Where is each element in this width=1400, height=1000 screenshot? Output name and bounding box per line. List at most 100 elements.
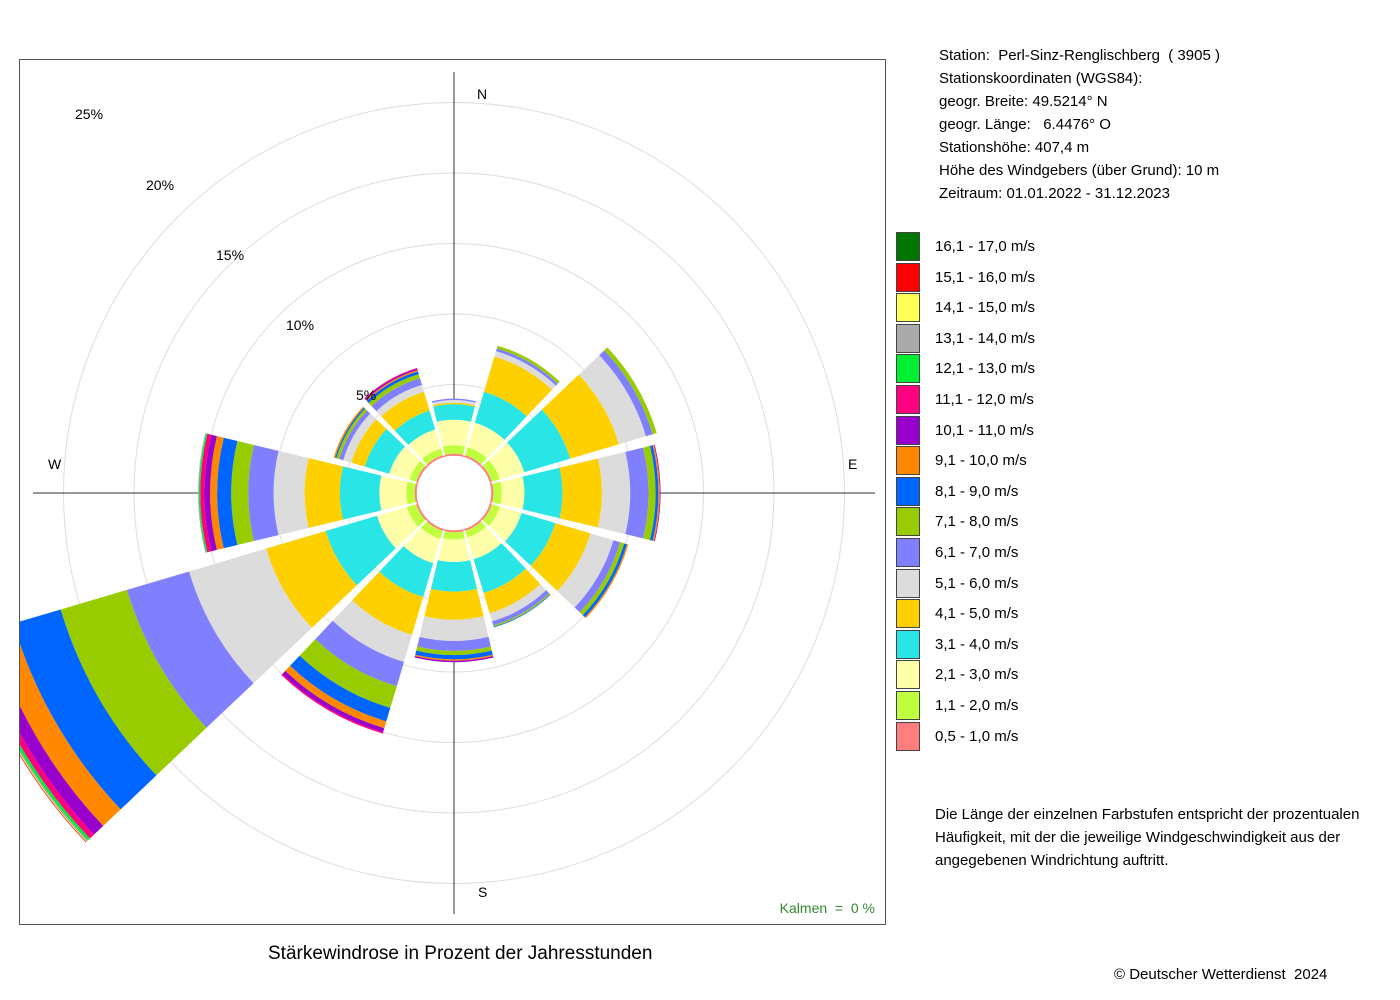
wedge-SSO-bin-5 <box>483 568 541 614</box>
wedge-W-bin-14 <box>198 433 206 553</box>
legend-label: 0,5 - 1,0 m/s <box>935 727 1019 745</box>
legend-label: 10,1 - 11,0 m/s <box>935 421 1034 439</box>
legend-swatch <box>896 507 920 537</box>
wedge-ONO-bin-4 <box>507 409 571 473</box>
calm-circle <box>415 454 493 532</box>
wedge-NNW-bin-9 <box>366 371 419 403</box>
cardinal-label-w: W <box>48 456 62 472</box>
wedge-SSW-bin-7 <box>315 620 404 687</box>
legend-label: 12,1 - 13,0 m/s <box>935 360 1036 378</box>
wedge-S-bin-10 <box>414 654 494 661</box>
legend-label: 6,1 - 7,0 m/s <box>935 544 1019 561</box>
ring-label-15: 15% <box>216 247 244 263</box>
wedge-NNW-bin-5 <box>381 391 430 431</box>
ring-label-20: 20% <box>146 177 174 193</box>
copyright-notice: © Deutscher Wetterdienst 2024 <box>1114 966 1328 983</box>
wedge-O-bin-11 <box>654 444 661 542</box>
wedge-WSW-bin-8 <box>60 589 207 776</box>
wind-rose-svg: 5% 10% 15% 20% 25% N E S W <box>20 72 875 914</box>
wedge-SSW-bin-4 <box>379 546 434 597</box>
wedge-W-bin-3 <box>379 475 408 511</box>
wedge-O-bin-3 <box>500 476 525 510</box>
wedge-W-bin-5 <box>304 458 343 528</box>
wedge-W-bin-6 <box>273 450 309 536</box>
wedge-S-bin-4 <box>431 560 477 592</box>
explanation-note: Die Länge der einzelnen Farbstufen entsp… <box>935 803 1395 872</box>
wedge-OSO-bin-4 <box>505 513 556 566</box>
wedge-SSW-bin-9 <box>290 655 391 722</box>
wedge-N-bin-5 <box>433 402 475 407</box>
legend-swatch <box>896 476 920 506</box>
legend-swatch <box>896 721 920 751</box>
wedge-SSO-bin-7 <box>492 590 550 626</box>
wedge-WSW-bin-5 <box>266 531 357 628</box>
wedge-WSW-bin-7 <box>126 571 254 728</box>
wedge-OSO-bin-7 <box>574 540 621 613</box>
wedge-WNW-bin-5 <box>351 419 387 467</box>
station-longitude: geogr. Länge: 6.4476° O <box>939 116 1111 133</box>
wedge-NNO-bin-7 <box>496 348 558 386</box>
wedge-S-bin-11 <box>414 656 494 663</box>
wedge-W-bin-10 <box>210 436 224 550</box>
wedge-O-bin-10 <box>652 445 660 541</box>
wedge-NNO-bin-6 <box>494 351 556 390</box>
wedge-W-bin-12 <box>200 433 212 553</box>
wedge-N-bin-2 <box>442 445 466 455</box>
wedge-SSO-bin-2 <box>465 521 486 538</box>
legend-swatch <box>896 354 920 384</box>
wedge-OSO-bin-5 <box>530 523 591 591</box>
wedge-WNW-bin-7 <box>339 410 371 461</box>
legend-label: 1,1 - 2,0 m/s <box>935 697 1019 714</box>
wedge-OSO-bin-6 <box>557 533 614 608</box>
wedge-S-bin-2 <box>443 531 465 540</box>
wedge-SSW-bin-3 <box>403 527 441 564</box>
wedge-S-bin-8 <box>416 646 492 656</box>
wedge-WNW-bin-4 <box>364 429 405 474</box>
wedge-WNW-bin-3 <box>389 446 421 480</box>
wedge-NNO-bin-5 <box>484 356 552 417</box>
wedge-SSO-bin-6 <box>489 584 547 622</box>
wind-rose-plot: 5% 10% 15% 20% 25% N E S W Kalmen = 0 % <box>19 59 886 925</box>
wedge-ONO-bin-2 <box>482 460 500 482</box>
wedge-W-bin-13 <box>198 433 208 553</box>
wedge-WSW-bin-6 <box>189 548 312 684</box>
wedge-WNW-bin-2 <box>409 461 426 482</box>
legend-swatch <box>896 599 920 629</box>
wedge-N-bin-7 <box>432 398 476 403</box>
legend-label: 3,1 - 4,0 m/s <box>935 635 1019 653</box>
legend-label: 13,1 - 14,0 m/s <box>935 329 1036 347</box>
station-name: Station: Perl-Sinz-Renglischberg ( 3905 … <box>939 47 1220 64</box>
wedge-WNW-bin-6 <box>343 413 377 463</box>
wedge-ONO-bin-3 <box>488 442 525 480</box>
wedge-SSO-bin-4 <box>473 543 526 593</box>
wedge-SSW-bin-11 <box>282 670 385 733</box>
wedge-N-bin-3 <box>436 419 472 447</box>
wedge-W-bin-8 <box>231 441 254 545</box>
legend-label: 2,1 - 3,0 m/s <box>935 666 1019 684</box>
wedge-SSW-bin-2 <box>421 521 443 539</box>
legend-swatch <box>896 691 920 720</box>
legend-swatch <box>896 660 920 690</box>
legend-swatch <box>896 446 920 476</box>
wedge-WSW-bin-3 <box>377 507 419 549</box>
legend-swatch <box>896 262 920 292</box>
legend-label: 9,1 - 10,0 m/s <box>935 452 1027 470</box>
wedge-O-bin-6 <box>597 451 631 535</box>
legend-swatch <box>896 538 920 567</box>
note-line-1: Die Länge der einzelnen Farbstufen entsp… <box>935 806 1360 823</box>
station-altitude: Stationshöhe: 407,4 m <box>939 139 1090 156</box>
legend-label: 14,1 - 15,0 m/s <box>935 299 1036 317</box>
wedge-W-bin-9 <box>217 437 238 549</box>
wedge-SSW-bin-10 <box>285 665 387 729</box>
note-line-3: angegebenen Windrichtung auftritt. <box>935 852 1169 869</box>
calm-percentage: Kalmen = 0 % <box>779 900 875 916</box>
legend-swatch <box>896 232 920 261</box>
wedge-SSW-bin-5 <box>352 571 424 635</box>
wedge-S-bin-9 <box>415 650 493 660</box>
wedge-W-bin-2 <box>406 481 416 505</box>
cardinal-label-n: N <box>477 86 487 102</box>
wedge-WSW-bin-12 <box>20 733 94 839</box>
time-period: Zeitraum: 01.01.2022 - 31.12.2023 <box>939 185 1170 202</box>
ring-label-25: 25% <box>75 106 103 122</box>
wedge-WSW-bin-2 <box>406 504 426 527</box>
